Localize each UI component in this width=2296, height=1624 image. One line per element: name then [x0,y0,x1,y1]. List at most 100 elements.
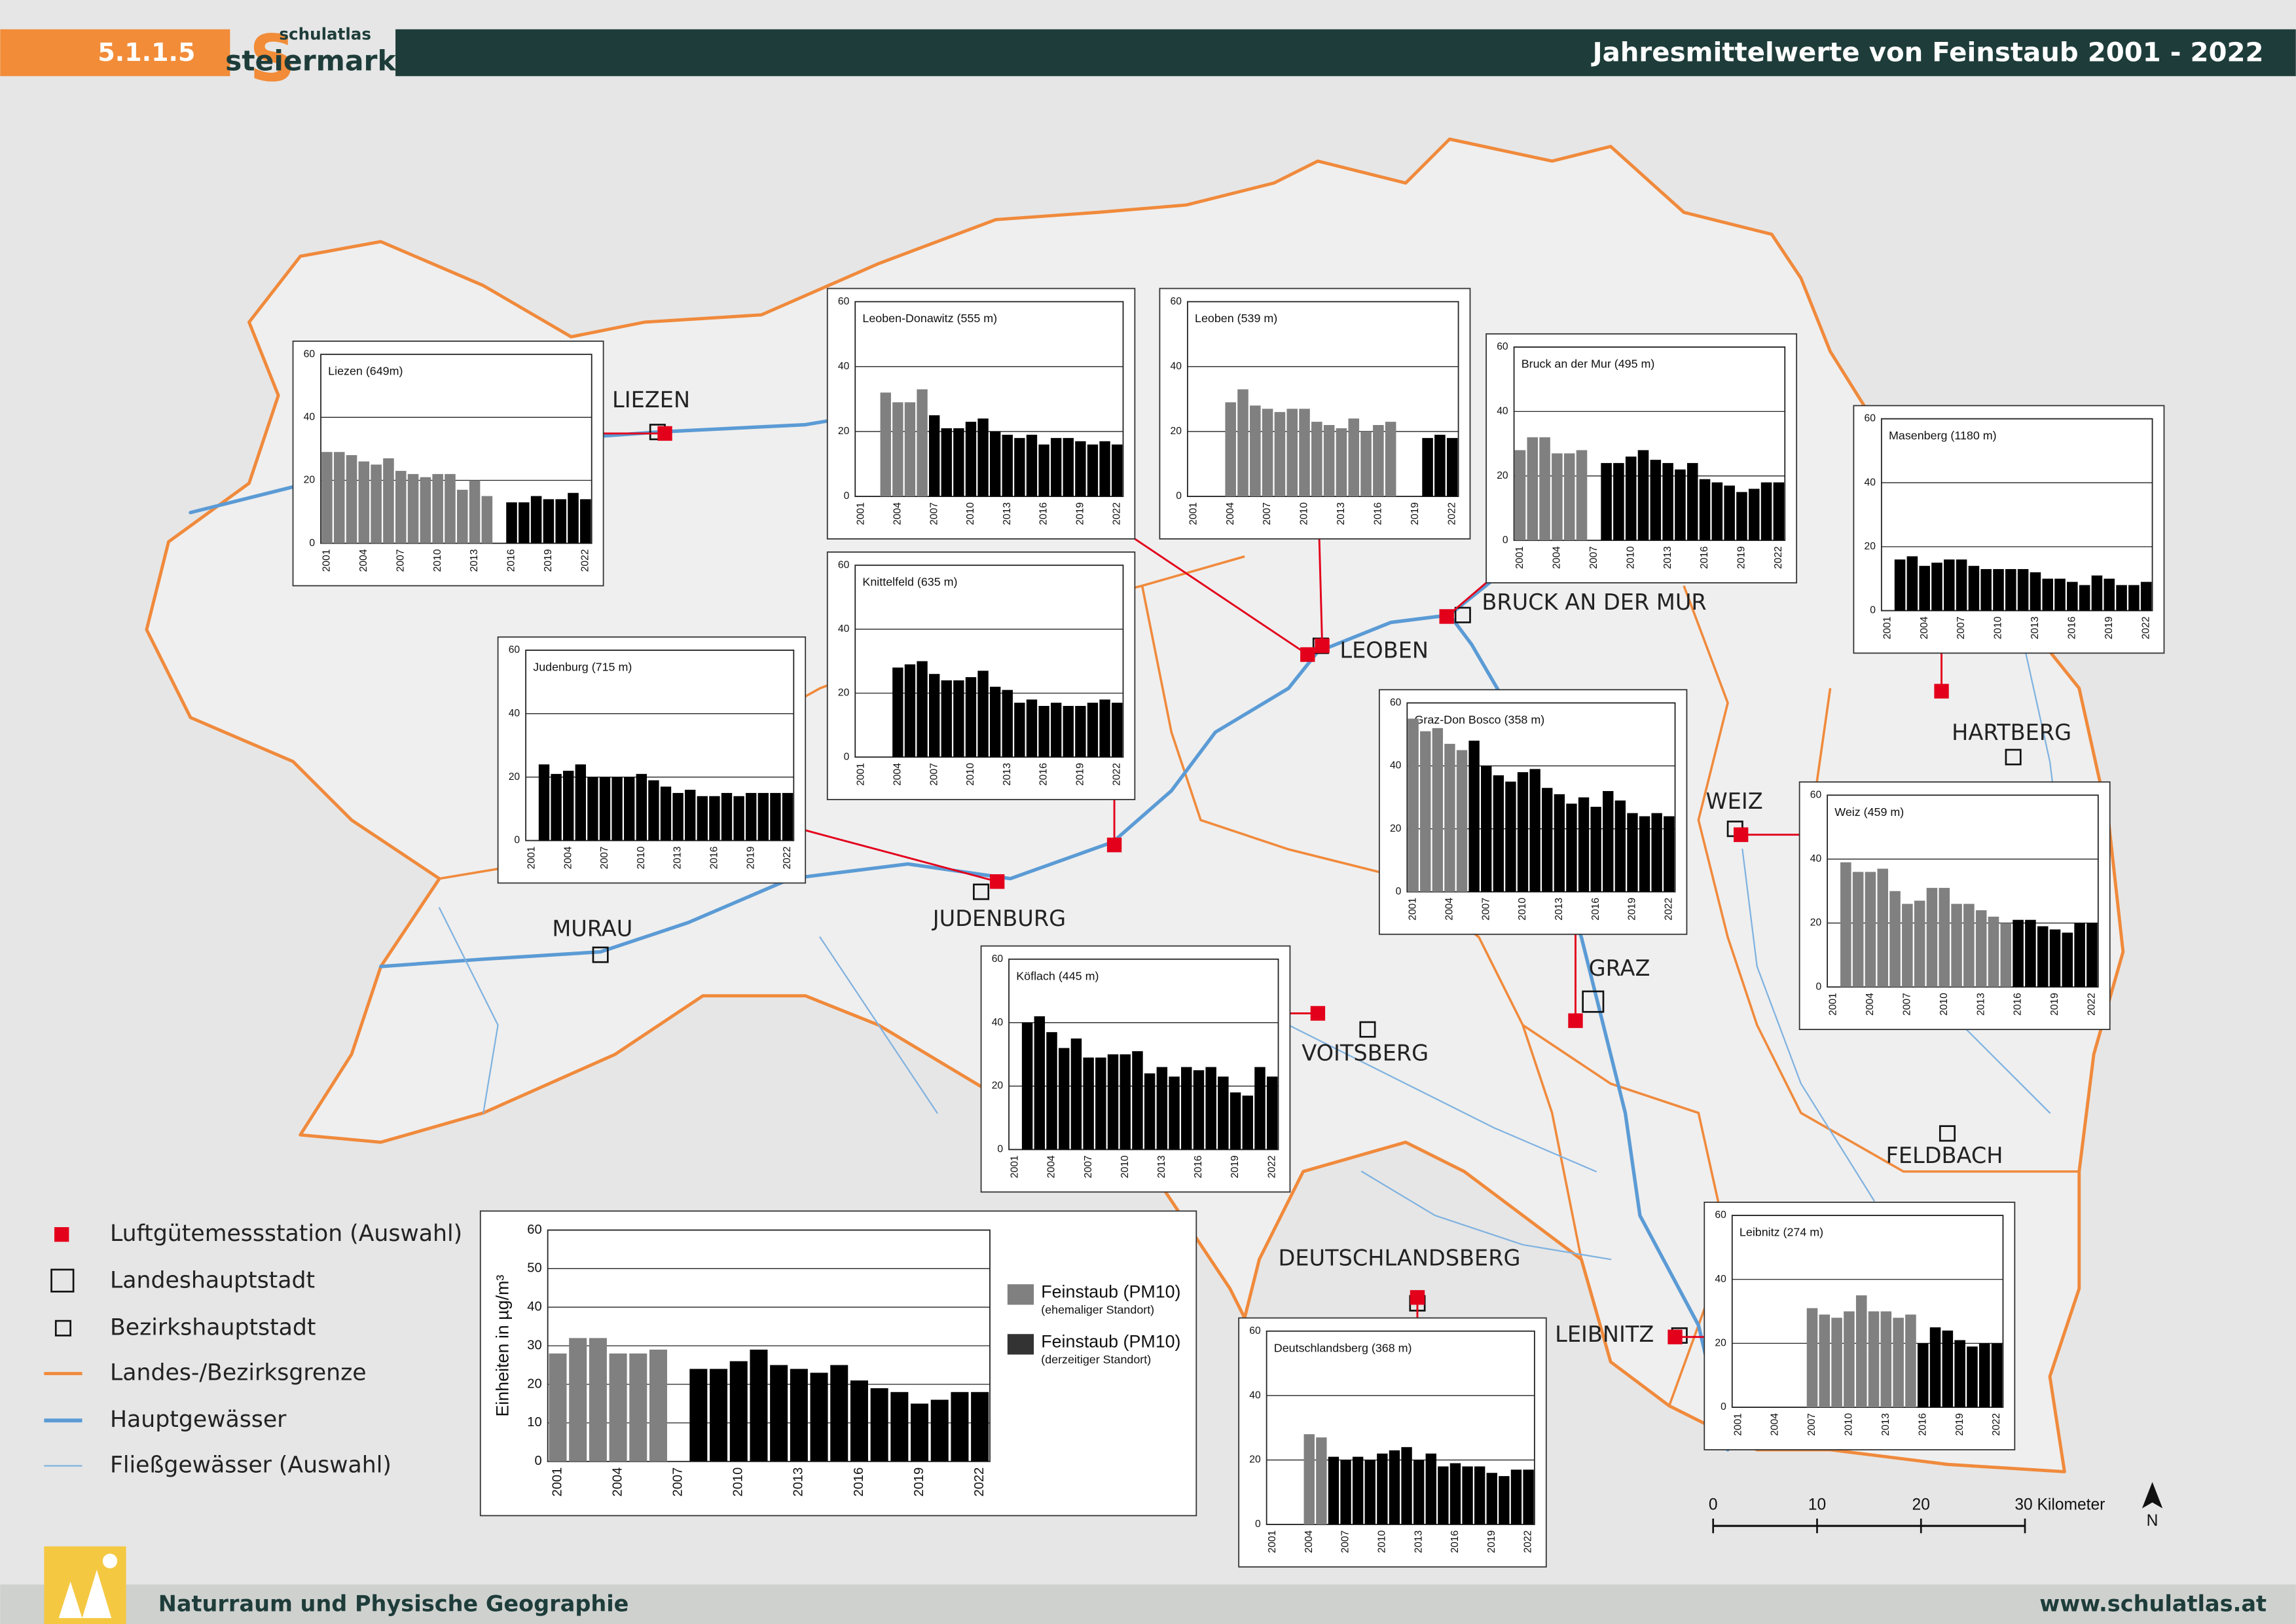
x-tick-label: 2016 [1699,546,1710,569]
bar [1806,1308,1818,1408]
bar [709,796,720,841]
x-tick-label: 2007 [1956,616,1967,639]
x-tick-label: 2022 [2140,616,2151,639]
x-tick-label: 2004 [1046,1155,1057,1178]
bar [2030,572,2041,611]
y-tick-label: 40 [1865,477,1876,488]
place-name: LEIBNITZ [1555,1321,1654,1347]
bar [568,492,579,544]
bar [1348,418,1360,497]
station-marker [1315,638,1330,654]
bar [1917,1343,1929,1408]
x-tick-label: 2007 [1083,1155,1094,1178]
district-symbol [1939,1125,1956,1142]
place-name: HARTBERG [1952,720,2071,745]
district-symbol [1359,1021,1376,1038]
x-tick-label: 2022 [1111,763,1122,786]
bar [1760,482,1772,541]
x-tick-label: 2022 [1111,502,1122,525]
y-tick-label: 0 [309,538,315,549]
x-tick-label: 2010 [1625,546,1636,569]
chart-title: Deutschlandsberg (368 m) [1274,1341,1412,1354]
x-tick-label: 2016 [1193,1155,1204,1178]
footer-right: www.schulatlas.at [2039,1591,2267,1616]
x-tick-label: 2013 [1002,502,1013,525]
bar [1529,769,1540,892]
bar [1637,450,1649,541]
x-tick-label: 2007 [1480,898,1491,921]
bar [2104,578,2115,611]
bar [1819,1314,1831,1408]
bar [2049,929,2061,987]
header-bar [395,29,2296,77]
plot-border [1880,418,2153,612]
x-tick-label: 2007 [928,763,939,786]
y-tick-label: 20 [1865,541,1876,552]
bar [928,674,940,758]
x-tick-label: 2022 [1266,1155,1277,1178]
bar [830,1365,848,1462]
bar [904,664,916,758]
bar [1373,425,1384,497]
stream [819,936,938,1114]
x-tick-label: 2022 [2086,993,2098,1016]
header-number: 5.1.1.5 [98,38,195,67]
bar [1237,389,1248,497]
x-tick-label: 2013 [1156,1155,1167,1178]
bar [892,667,903,758]
x-tick-label: 2010 [1993,616,2004,639]
plot-border [1731,1215,2004,1408]
bar [1026,699,1038,758]
bar [1993,569,2004,611]
y-tick-label: 60 [1171,296,1182,307]
bar [1389,1450,1400,1524]
station-chart: 0 20 40 60 Knittelfeld (635 m) 2001 2004 2007 20… [826,551,1136,800]
bar [1651,813,1662,892]
station-marker [1439,609,1454,624]
bar [2116,585,2127,611]
bar [1377,1453,1388,1524]
bar [1978,1343,1990,1408]
bar [880,392,891,497]
bar [1050,703,1062,758]
bar [1919,566,1930,611]
x-tick-label: 2001 [550,1467,564,1497]
x-tick-label: 2013 [672,846,683,869]
x-tick-label: 2019 [1486,1530,1497,1553]
bar [538,764,550,841]
x-tick-label: 2001 [321,549,333,572]
bar [850,1380,868,1462]
place-name: LEOBEN [1339,638,1429,663]
bar [685,790,696,841]
y-tick-label: 0 [844,490,850,502]
y-tick-label: 20 [1171,426,1182,437]
x-tick-label: 2004 [610,1467,625,1497]
x-tick-label: 2007 [928,502,939,525]
y-tick-label: 40 [304,411,316,422]
bar [689,1369,708,1462]
x-tick-label: 2007 [395,549,406,572]
bar [733,796,744,841]
bar [1499,1476,1510,1524]
x-tick-label: 2013 [1336,502,1347,525]
chart-frame [1159,287,1471,540]
bar [1844,1311,1855,1408]
chart-frame [1238,1317,1547,1568]
y-tick-label: 60 [992,953,1004,965]
bar [1865,872,1876,987]
x-tick-label: 2007 [1262,502,1273,525]
bar [941,428,952,497]
logo-top: schulatlas [279,25,371,44]
x-tick-label: 2022 [1523,1530,1534,1553]
x-tick-label: 2001 [1828,993,1839,1016]
station-marker [1300,647,1315,662]
bar [1225,402,1236,497]
plot-border [525,650,795,841]
plot-border [1266,1330,1535,1525]
bar [782,792,793,841]
station-chart: 0 20 40 60 Masenberg (1180 m) 2001 2004 2007 201… [1853,405,2165,654]
bar [2079,585,2090,611]
bar [1493,775,1504,892]
bar [543,499,555,544]
chart-title: Leoben-Donawitz (555 m) [862,312,997,325]
